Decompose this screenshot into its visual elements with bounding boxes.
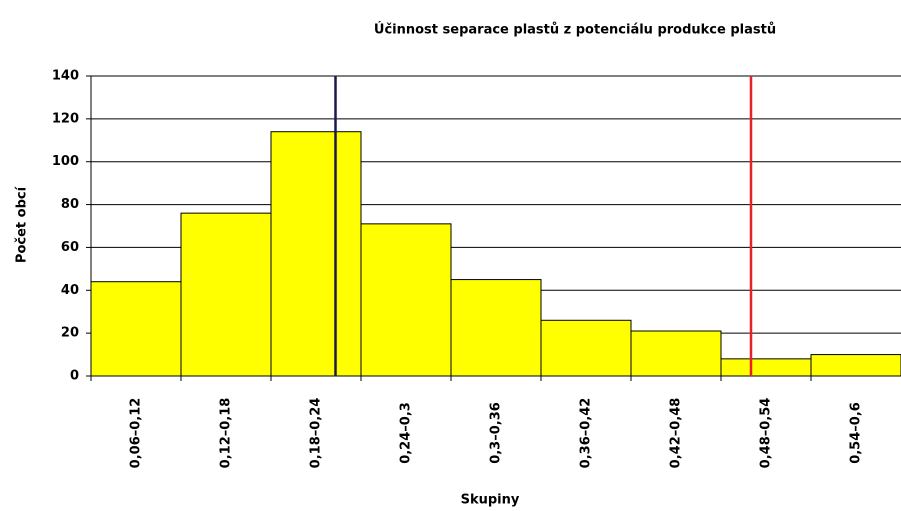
x-tick-label: 0,18–0,24 [309,398,324,469]
bar [360,223,452,377]
y-tick-label: 40 [61,283,79,298]
bar [90,281,182,377]
bar [180,212,272,377]
chart-title: Účinnost separace plastů z potenciálu pr… [374,22,776,38]
bar [720,358,812,377]
bar [540,319,632,377]
x-tick-label: 0,54–0,6 [849,402,864,464]
y-tick-label: 140 [52,69,79,84]
y-tick-label: 60 [61,240,79,255]
y-tick-label: 20 [61,326,79,341]
x-tick-label: 0,42–0,48 [669,398,684,469]
y-tick-label: 80 [61,197,79,212]
bar [810,354,901,377]
y-tick-label: 0 [70,369,79,384]
bar [450,279,542,377]
y-axis-label: Počet obcí [15,185,30,263]
bar [630,330,722,377]
y-tick-label: 120 [52,111,79,126]
x-axis-label: Skupiny [461,493,520,508]
x-tick-label: 0,06–0,12 [129,398,144,469]
x-tick-label: 0,48–0,54 [759,398,774,469]
x-tick-label: 0,12–0,18 [219,398,234,469]
x-tick-label: 0,3–0,36 [489,402,504,464]
y-tick-label: 100 [52,154,79,169]
bar [270,131,362,377]
x-tick-label: 0,36–0,42 [579,398,594,469]
x-tick-label: 0,24–0,3 [399,402,414,464]
